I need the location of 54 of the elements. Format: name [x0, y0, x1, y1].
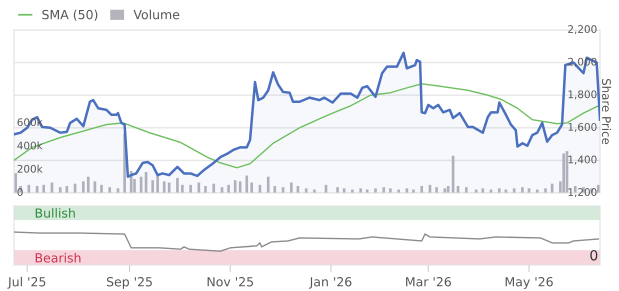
x-tick-label: Sep '25	[106, 277, 152, 289]
x-tick-label: Jan '26	[308, 277, 352, 289]
y2-tick-label: 200k	[18, 164, 43, 173]
bar	[245, 176, 248, 193]
bar	[282, 187, 284, 193]
bar	[412, 190, 415, 193]
y2-tick-label: 0	[17, 188, 23, 196]
bar	[100, 184, 103, 193]
bar	[544, 188, 547, 193]
bar	[86, 176, 90, 193]
y-tick-label: 1,600	[568, 122, 597, 132]
bar	[14, 173, 17, 193]
bar	[204, 186, 207, 193]
bar	[428, 184, 432, 193]
bar	[490, 190, 492, 193]
bar	[220, 187, 224, 193]
bar	[212, 184, 216, 193]
bar	[234, 180, 237, 193]
bar	[144, 172, 148, 193]
x-tick-label: Jul '25	[7, 276, 46, 289]
bar	[550, 184, 554, 193]
bar	[452, 156, 454, 193]
bar	[140, 176, 142, 193]
bar	[176, 178, 179, 193]
y-tick-label: 1,400	[568, 156, 597, 164]
bar	[290, 182, 293, 193]
y-tick-label: 1,200	[568, 188, 597, 198]
bar	[562, 153, 566, 193]
bar	[374, 188, 377, 193]
band-label: Bullish	[36, 208, 75, 218]
bar	[116, 188, 120, 193]
bar	[74, 184, 76, 193]
x-tick-label: Nov '25	[208, 277, 254, 286]
bar	[456, 186, 460, 193]
bar	[336, 187, 339, 193]
x-tick-label: May '26	[506, 277, 553, 289]
x-tick-label: Mar '26	[406, 277, 451, 286]
legend-label: SMA (50)	[42, 10, 98, 21]
y-tick-label: 1,800	[568, 90, 597, 100]
bar	[324, 184, 328, 193]
bar	[151, 180, 154, 193]
bar	[198, 182, 200, 193]
bar	[250, 182, 254, 193]
bar	[528, 188, 530, 193]
y-axis-title: Share Price	[602, 78, 612, 144]
bar	[168, 182, 170, 193]
bar	[258, 184, 262, 193]
band-label: Bearish	[36, 252, 80, 263]
y-tick-label: 2,200	[568, 25, 597, 34]
bar	[266, 176, 270, 193]
annotation: 0	[590, 250, 598, 261]
bar	[50, 182, 54, 193]
bar	[566, 151, 568, 193]
legend-label: Volume	[134, 10, 180, 20]
